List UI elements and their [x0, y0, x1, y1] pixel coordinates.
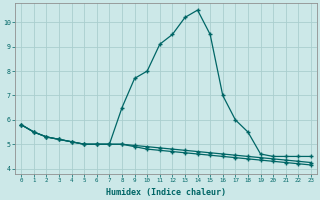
- X-axis label: Humidex (Indice chaleur): Humidex (Indice chaleur): [106, 188, 226, 197]
